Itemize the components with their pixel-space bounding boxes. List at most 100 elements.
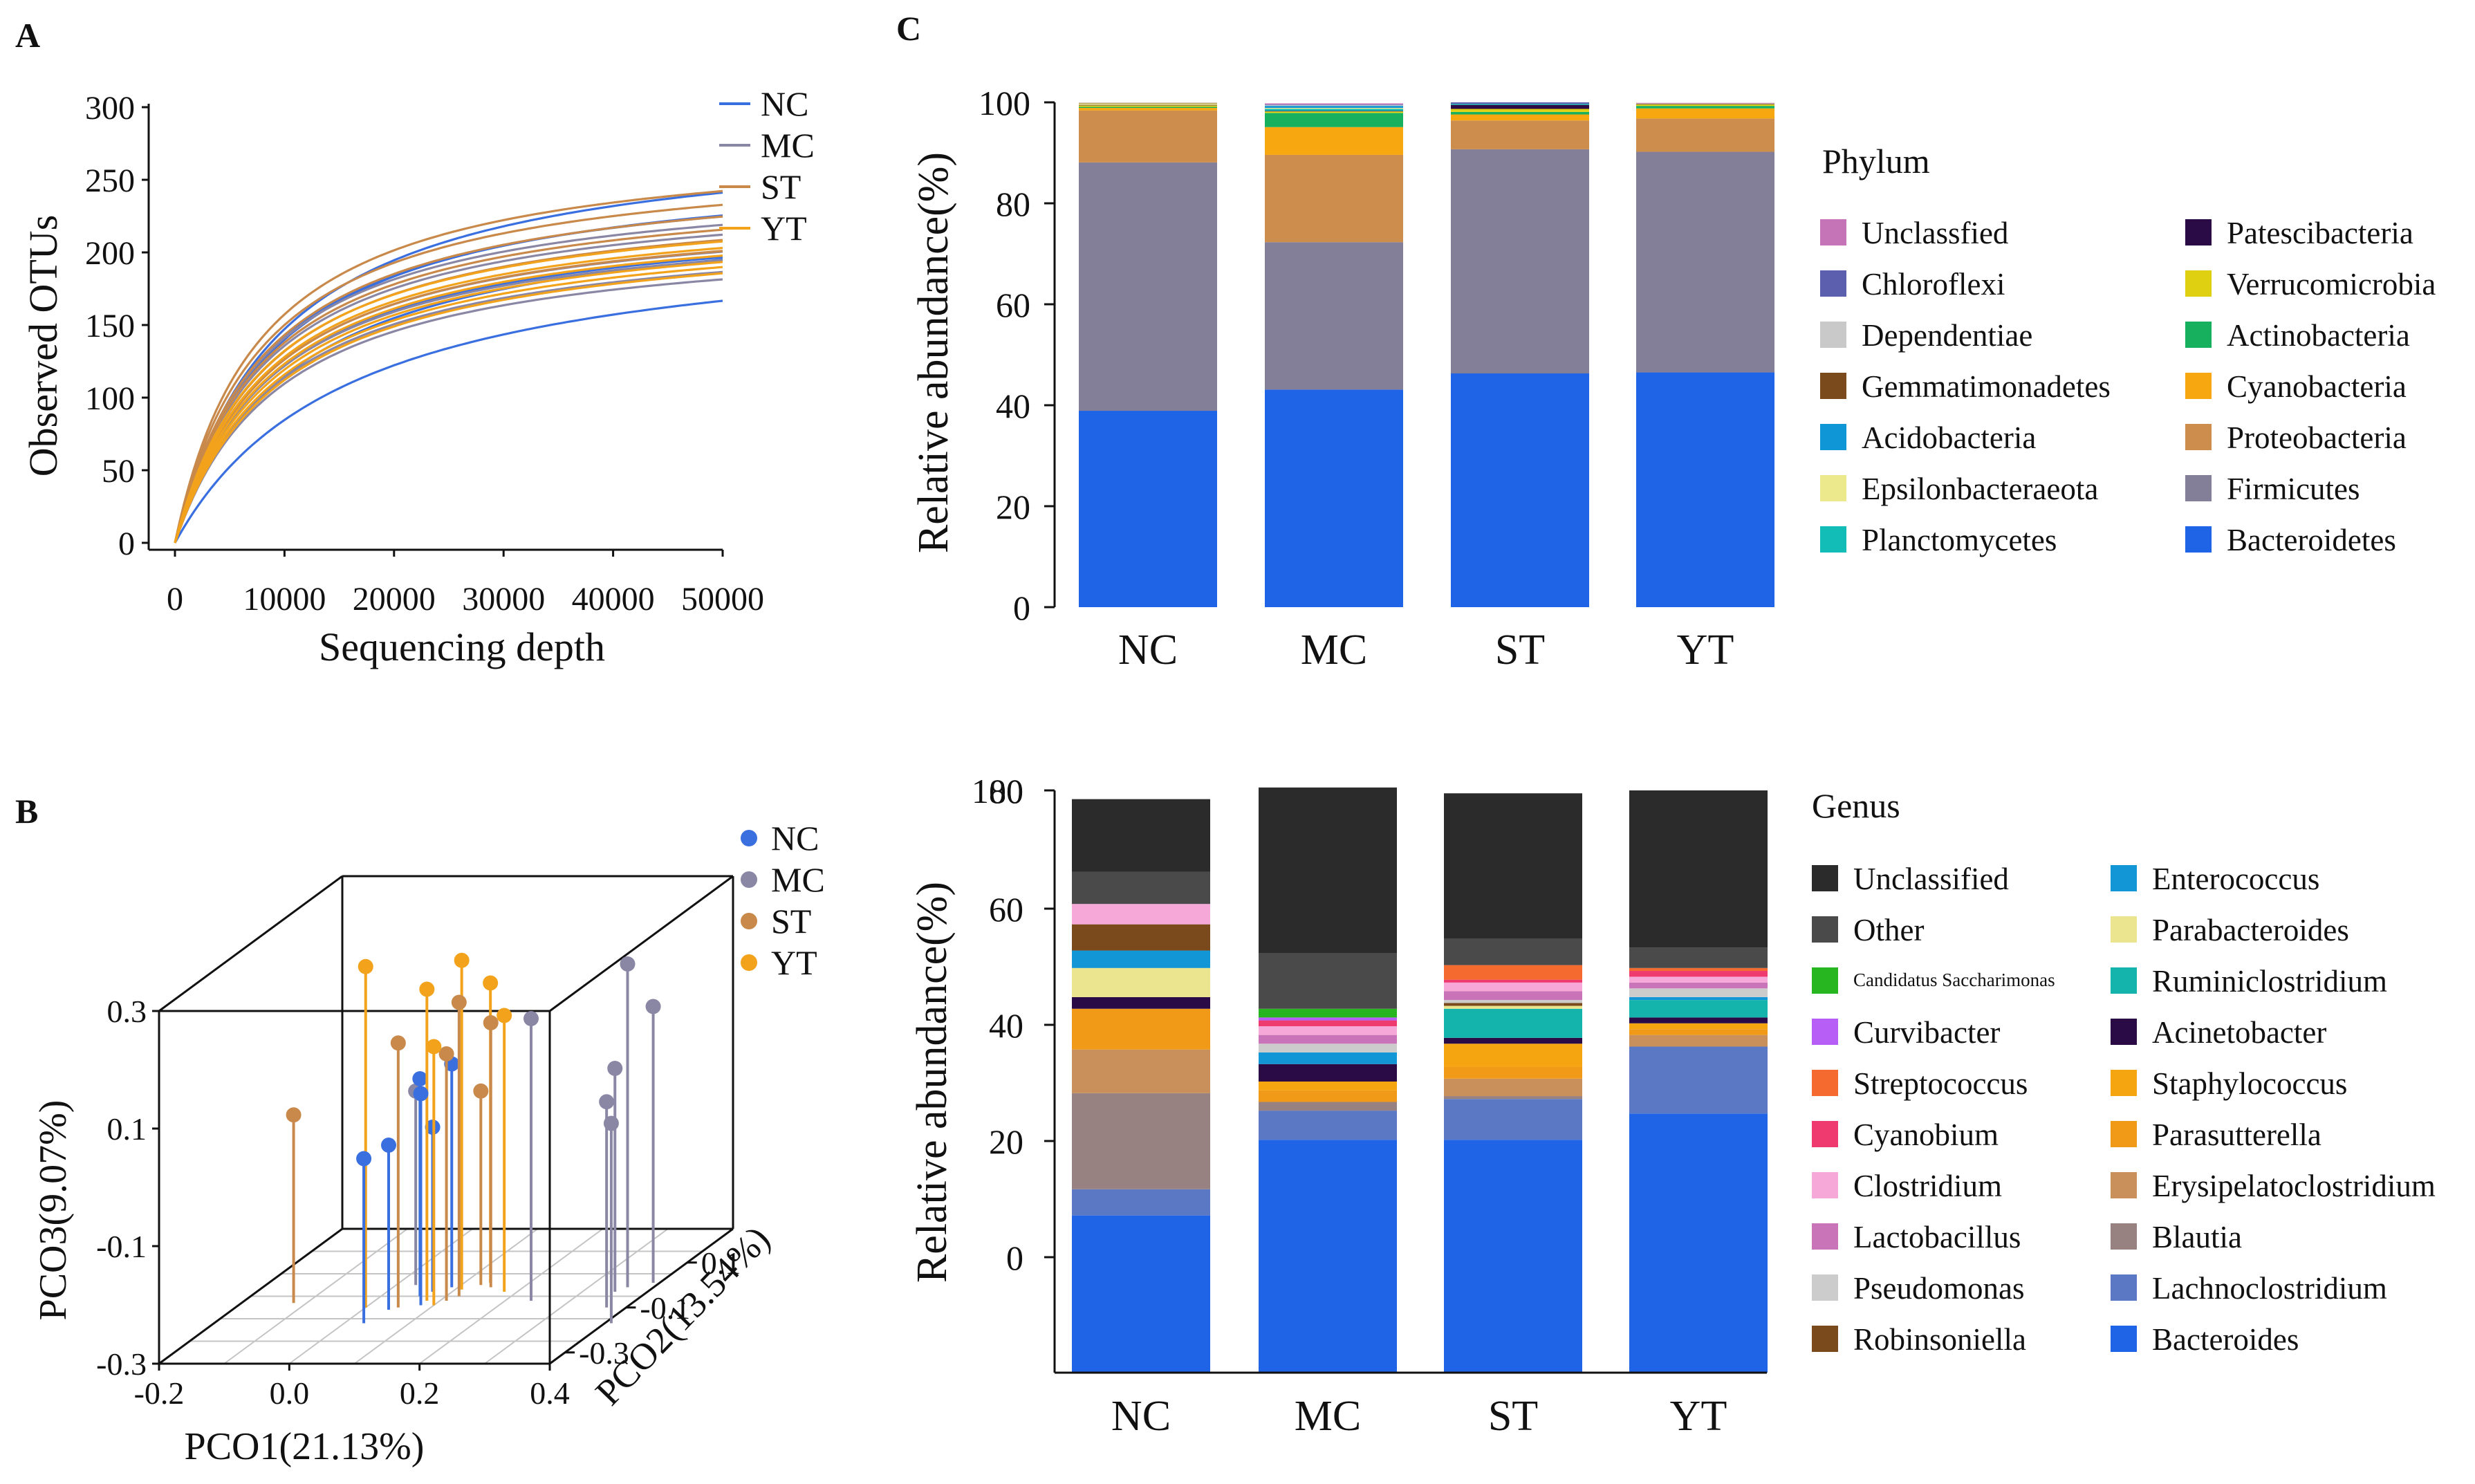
legend-label-staphylococcus: Staphylococcus xyxy=(2152,1066,2347,1101)
b-point-yt xyxy=(358,958,373,974)
legend-swatch-cyanobium xyxy=(1812,1121,1838,1147)
b-legend-label-st: ST xyxy=(771,902,811,940)
b-point-mc xyxy=(523,1011,539,1026)
b-x-tick-label: 0.2 xyxy=(400,1375,440,1411)
legend-swatch-ruminiclostridium xyxy=(2111,967,2137,994)
legend-label-verrucomicrobia: Verrucomicrobia xyxy=(2227,267,2436,302)
c1-y-label: Relative abundance(%) xyxy=(910,152,957,553)
pcoa-3d-chart: 0.30.1-0.1-0.3-0.2 0.0 0.2 0.40.1-0.1-0.3 P… xyxy=(32,819,825,1468)
bar-segment-chloroflexi xyxy=(1451,102,1589,104)
bar-segment-parabacteroides xyxy=(1072,967,1210,997)
bar-segment-chloroflexi xyxy=(1265,104,1403,105)
bar-segment-staphylococcus xyxy=(1259,1082,1397,1091)
legend-swatch-patescibacteria xyxy=(2185,219,2212,245)
bar-segment-erysipelatoclostridium xyxy=(1072,1049,1210,1093)
b-point-st xyxy=(473,1083,489,1099)
bar-segment-verrucomicrobia xyxy=(1079,105,1217,107)
legend-label-unclassified: Unclassified xyxy=(1853,862,2009,896)
bar-segment-pseudomonas xyxy=(1629,988,1768,997)
rarefaction-chart: 0 50 100 150 200 250 300 0 10000 20000 30000 40000 5… xyxy=(21,84,815,669)
bar-segment-bacteroides xyxy=(1259,1140,1397,1373)
b-z-tick-label: 0.1 xyxy=(701,1245,741,1281)
bar-segment-bacteroides xyxy=(1629,1113,1768,1373)
rarefaction-line-st xyxy=(174,189,723,544)
bar-segment-other xyxy=(1629,947,1768,968)
legend-swatch-chloroflexi xyxy=(1820,270,1846,297)
bar-segment-pseudomonas xyxy=(1259,1044,1397,1052)
bar-segment-parasutterella xyxy=(1444,1066,1582,1079)
b-point-nc xyxy=(356,1151,372,1167)
bar-segment-other xyxy=(1444,938,1582,965)
phylum-legend: Unclassfied Patescibacteria Chloroflexi Ver… xyxy=(1820,216,2436,557)
bar-segment-bacteroides xyxy=(1444,1140,1582,1373)
bar-segment-blautia xyxy=(1444,1096,1582,1100)
bar-segment-firmicutes xyxy=(1636,151,1774,373)
bar-segment-streptococcus xyxy=(1629,967,1768,972)
category-label-yt: YT xyxy=(1677,627,1734,674)
legend-swatch-unclassified xyxy=(1812,865,1838,891)
bar-segment-robinsoniella xyxy=(1072,924,1210,951)
rarefaction-line-st xyxy=(174,215,723,544)
b-z-tick-label: -0.3 xyxy=(579,1335,629,1371)
b-point-yt xyxy=(419,981,435,997)
legend-label-bacteroidetes: Bacteroidetes xyxy=(2227,523,2396,557)
b-point-st xyxy=(390,1035,406,1051)
b-y-label: PCO3(9.07%) xyxy=(32,1100,75,1321)
bar-segment-staphylococcus xyxy=(1629,1023,1768,1030)
b-cube-edge xyxy=(549,1227,734,1365)
bar-segment-parabacteroides xyxy=(1444,1005,1582,1009)
legend-swatch-lactobacillus xyxy=(1812,1223,1838,1250)
a-ticks: 0 50 100 150 200 250 300 0 10000 20000 30000 40000 5… xyxy=(85,90,764,618)
legend-swatch-verrucomicrobia xyxy=(2185,270,2212,297)
b-point-nc xyxy=(381,1138,396,1153)
bar-segment-firmicutes xyxy=(1451,149,1589,374)
b-point-st xyxy=(451,994,467,1010)
b-ticks: 0.30.1-0.1-0.3-0.2 0.0 0.2 0.40.1-0.1-0.3 xyxy=(96,994,741,1411)
b-y-tick-label: 0.1 xyxy=(107,1111,147,1147)
bar-segment-streptococcus xyxy=(1444,965,1582,980)
a-x-tick-label: 20000 xyxy=(353,581,436,618)
legend-label-parasutterella: Parasutterella xyxy=(2152,1117,2321,1152)
legend-label-lactobacillus: Lactobacillus xyxy=(1853,1220,2021,1254)
panel-label-a: A xyxy=(15,16,40,55)
legend-label-proteobacteria: Proteobacteria xyxy=(2227,420,2407,455)
bar-segment-lactobacillus xyxy=(1259,1035,1397,1044)
bar-segment-verrucomicrobia xyxy=(1636,104,1774,106)
bar-segment-parasutterella xyxy=(1629,1029,1768,1035)
legend-swatch-parabacteroides xyxy=(2111,916,2137,943)
bar-segment-epsilonbacteraeota xyxy=(1636,103,1774,104)
bar-segment-curvibacter xyxy=(1259,1017,1397,1021)
bar-segment-unclassfied xyxy=(1265,103,1403,104)
b-point-yt xyxy=(454,952,470,968)
bar-segment-blautia xyxy=(1259,1102,1397,1111)
category-label-nc: NC xyxy=(1118,627,1178,674)
rarefaction-line-mc xyxy=(174,270,723,544)
bar-segment-acinetobacter xyxy=(1444,1037,1582,1044)
a-x-tick-label: 40000 xyxy=(572,581,655,618)
bar-segment-lactobacillus xyxy=(1629,982,1768,989)
b-legend-label-mc: MC xyxy=(771,860,825,899)
b-legend-label-nc: NC xyxy=(771,819,819,857)
bar-segment-erysipelatoclostridium xyxy=(1444,1078,1582,1097)
a-x-tick-label: 50000 xyxy=(681,581,764,618)
category-label-mc: MC xyxy=(1301,627,1367,674)
legend-swatch-gemmatimonadetes xyxy=(1820,373,1846,399)
b-point-mc xyxy=(599,1094,615,1110)
bar-segment-proteobacteria xyxy=(1636,118,1774,152)
bar-segment-unclassfied xyxy=(1636,102,1774,104)
bar-segment-parasutterella xyxy=(1072,1008,1210,1050)
a-y-tick-label: 0 xyxy=(118,526,135,562)
legend-swatch-dependentiae xyxy=(1820,322,1846,348)
bar-segment-actinobacteria xyxy=(1265,113,1403,127)
rarefaction-line-mc xyxy=(174,223,723,544)
c1-ticks: 0 20 40 60 80 100 xyxy=(979,84,1055,627)
bar-segment-epsilonbacteraeota xyxy=(1265,108,1403,109)
legend-swatch-acinetobacter xyxy=(2111,1019,2137,1045)
bar-segment-proteobacteria xyxy=(1079,110,1217,163)
bar-segment-lachnoclostridium xyxy=(1072,1189,1210,1216)
legend-label-acinetobacter: Acinetobacter xyxy=(2152,1015,2326,1050)
b-y-tick-label: -0.3 xyxy=(96,1346,147,1382)
bar-segment-planctomycetes xyxy=(1265,109,1403,111)
bar-segment-lactobacillus xyxy=(1444,991,1582,1001)
a-y-tick-label: 200 xyxy=(85,235,135,272)
